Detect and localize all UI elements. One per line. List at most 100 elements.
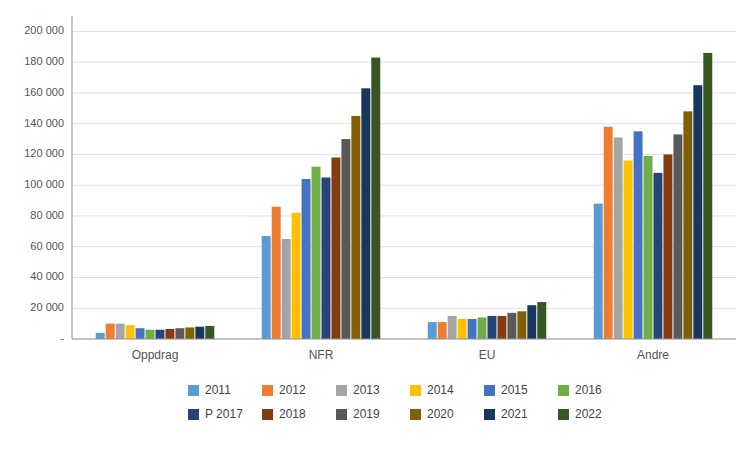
bar bbox=[693, 85, 702, 339]
y-ticks: - 20 000 40 000 60 000 80 000 100 000 120 000 1… bbox=[24, 24, 64, 344]
bar bbox=[361, 88, 370, 339]
legend-label: P 2017 bbox=[205, 407, 243, 421]
grid-line bbox=[72, 92, 736, 93]
legend-label: 2021 bbox=[501, 407, 528, 421]
bar bbox=[614, 138, 623, 339]
bar bbox=[96, 333, 105, 339]
bar bbox=[185, 327, 194, 339]
legend-swatch bbox=[262, 409, 273, 420]
bar bbox=[205, 326, 214, 339]
bar bbox=[624, 161, 633, 339]
bar bbox=[517, 311, 526, 339]
legend-label: 2013 bbox=[353, 383, 380, 397]
x-tick-label: Andre bbox=[637, 348, 669, 362]
grid-line bbox=[72, 339, 736, 340]
legend-label: 2014 bbox=[427, 383, 454, 397]
bar bbox=[468, 319, 477, 339]
bar bbox=[653, 173, 662, 339]
bar bbox=[136, 328, 145, 339]
grid bbox=[72, 31, 736, 339]
bar bbox=[106, 324, 115, 339]
legend-swatch bbox=[336, 385, 347, 396]
bar bbox=[341, 139, 350, 339]
y-tick-label: 100 000 bbox=[24, 178, 64, 190]
bar bbox=[371, 58, 380, 339]
bar bbox=[634, 131, 643, 339]
legend-swatch bbox=[410, 385, 421, 396]
bar bbox=[272, 207, 281, 339]
legend-swatch bbox=[188, 385, 199, 396]
bar bbox=[312, 167, 321, 339]
bar bbox=[351, 116, 360, 339]
legend-swatch bbox=[410, 409, 421, 420]
legend-swatch bbox=[188, 409, 199, 420]
y-tick-label: 120 000 bbox=[24, 147, 64, 159]
grid-line bbox=[72, 31, 736, 32]
y-axis-line bbox=[72, 16, 73, 339]
bar bbox=[604, 127, 613, 339]
x-tick-label: NFR bbox=[309, 348, 334, 362]
chart: - 20 000 40 000 60 000 80 000 100 000 120 000 1… bbox=[0, 0, 752, 451]
y-tick-label: 60 000 bbox=[30, 240, 64, 252]
bar bbox=[302, 179, 311, 339]
legend-label: 2018 bbox=[279, 407, 306, 421]
y-tick-label: 80 000 bbox=[30, 209, 64, 221]
x-tick-label: Oppdrag bbox=[132, 348, 179, 362]
bar bbox=[537, 302, 546, 339]
legend-swatch bbox=[262, 385, 273, 396]
bar bbox=[116, 324, 125, 339]
bar bbox=[438, 322, 447, 339]
x-tick-label: EU bbox=[479, 348, 496, 362]
bar bbox=[428, 322, 437, 339]
y-tick-label: 140 000 bbox=[24, 117, 64, 129]
legend-swatch bbox=[558, 385, 569, 396]
bar bbox=[155, 330, 164, 339]
y-tick-label: 160 000 bbox=[24, 86, 64, 98]
legend-label: 2020 bbox=[427, 407, 454, 421]
bar bbox=[683, 111, 692, 339]
bar bbox=[644, 156, 653, 339]
legend: 2011 2012 2013 2014 2015 2016 P 2017 2018 2019 20… bbox=[188, 383, 602, 421]
legend-label: 2016 bbox=[575, 383, 602, 397]
legend-label: 2019 bbox=[353, 407, 380, 421]
legend-label: 2022 bbox=[575, 407, 602, 421]
bar bbox=[175, 328, 184, 339]
bar bbox=[487, 316, 496, 339]
x-axis-line bbox=[72, 339, 736, 340]
y-tick-label: 180 000 bbox=[24, 55, 64, 67]
bar bbox=[673, 134, 682, 339]
y-tick-label: 40 000 bbox=[30, 270, 64, 282]
x-ticks: Oppdrag NFR EU Andre bbox=[132, 348, 670, 362]
bar bbox=[507, 313, 516, 339]
legend-label: 2011 bbox=[205, 383, 231, 397]
bar bbox=[331, 158, 340, 339]
bar bbox=[195, 327, 204, 339]
bar bbox=[703, 53, 712, 339]
legend-swatch bbox=[336, 409, 347, 420]
legend-label: 2015 bbox=[501, 383, 528, 397]
bar bbox=[448, 316, 457, 339]
bars bbox=[96, 53, 713, 339]
y-tick-label: 20 000 bbox=[30, 301, 64, 313]
bar bbox=[146, 330, 155, 339]
bar bbox=[527, 305, 536, 339]
bar bbox=[478, 317, 487, 339]
grid-line bbox=[72, 62, 736, 63]
bar bbox=[282, 239, 291, 339]
legend-swatch bbox=[484, 409, 495, 420]
bar bbox=[292, 213, 301, 339]
legend-label: 2012 bbox=[279, 383, 306, 397]
legend-swatch bbox=[558, 409, 569, 420]
y-tick-label: 200 000 bbox=[24, 24, 64, 36]
bar bbox=[126, 325, 135, 339]
bar bbox=[663, 154, 672, 339]
bar bbox=[458, 319, 467, 339]
bar bbox=[594, 204, 603, 339]
bar bbox=[497, 316, 506, 339]
bar bbox=[262, 236, 271, 339]
y-tick-label: - bbox=[60, 332, 64, 344]
grid-line bbox=[72, 123, 736, 124]
bar bbox=[165, 329, 174, 339]
bar bbox=[321, 178, 330, 340]
legend-swatch bbox=[484, 385, 495, 396]
